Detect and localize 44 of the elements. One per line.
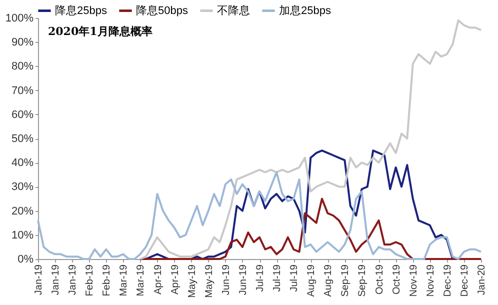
x-tick-label: Jan-19 <box>68 264 79 296</box>
x-tick-label: May-19 <box>186 264 198 298</box>
x-tick-label: Dec-19 <box>459 264 470 297</box>
y-tick-label: 0% <box>18 254 34 266</box>
x-tick-label: Jul-19 <box>255 264 266 292</box>
x-tick-label: Sep-19 <box>340 264 352 297</box>
x-tick-label: Oct-19 <box>374 264 386 295</box>
x-tick-label: Jul-19 <box>272 264 284 292</box>
x-tick-label: Feb-19 <box>102 264 113 296</box>
x-tick-label: Sep-19 <box>357 264 368 297</box>
y-tick-label: 20% <box>11 205 34 218</box>
y-tick-label: 90% <box>11 36 34 49</box>
x-tick-label: Dec-19 <box>442 264 454 297</box>
x-tick-label: Mar-19 <box>118 264 130 296</box>
text: 2020年1月降息概率 <box>48 25 152 38</box>
x-tick-label: Jan-20 <box>476 264 488 296</box>
x-tick-label: Aug-19 <box>323 264 334 297</box>
y-tick-label: 70% <box>11 84 34 97</box>
y-tick-label: 30% <box>11 181 34 194</box>
y-tick-label: 100% <box>5 12 34 24</box>
x-tick-label: Apr-19 <box>170 264 181 295</box>
y-tick-label: 60% <box>11 108 34 121</box>
legend-label: 不降息 <box>217 4 250 17</box>
x-tick-label: Apr-19 <box>152 264 164 295</box>
x-tick-label: Nov-19 <box>408 264 420 297</box>
legend-label: 降息25bps <box>55 4 108 17</box>
legend-label: 降息50bps <box>136 4 188 17</box>
x-tick-label: Nov-19 <box>425 264 436 297</box>
x-tick-label: Oct-19 <box>391 264 402 295</box>
x-tick-label: Jan-19 <box>34 264 44 296</box>
x-tick-label: Jul-19 <box>289 264 300 292</box>
x-tick-label: Jun-19 <box>238 264 249 296</box>
line-series <box>139 198 482 260</box>
y-tick-label: 10% <box>11 229 34 242</box>
x-tick-label: Aug-19 <box>306 264 318 297</box>
x-tick-label: Jun-19 <box>220 264 232 296</box>
y-tick-label: 40% <box>11 157 34 170</box>
x-tick-label: Feb-19 <box>84 264 96 296</box>
x-tick-label: Jan-19 <box>50 264 62 296</box>
y-tick-label: 50% <box>11 133 34 145</box>
x-tick-label: May-19 <box>204 264 215 298</box>
legend-label: 加息25bps <box>279 4 332 17</box>
y-tick-label: 80% <box>11 60 34 73</box>
x-tick-label: Mar-19 <box>136 264 147 296</box>
